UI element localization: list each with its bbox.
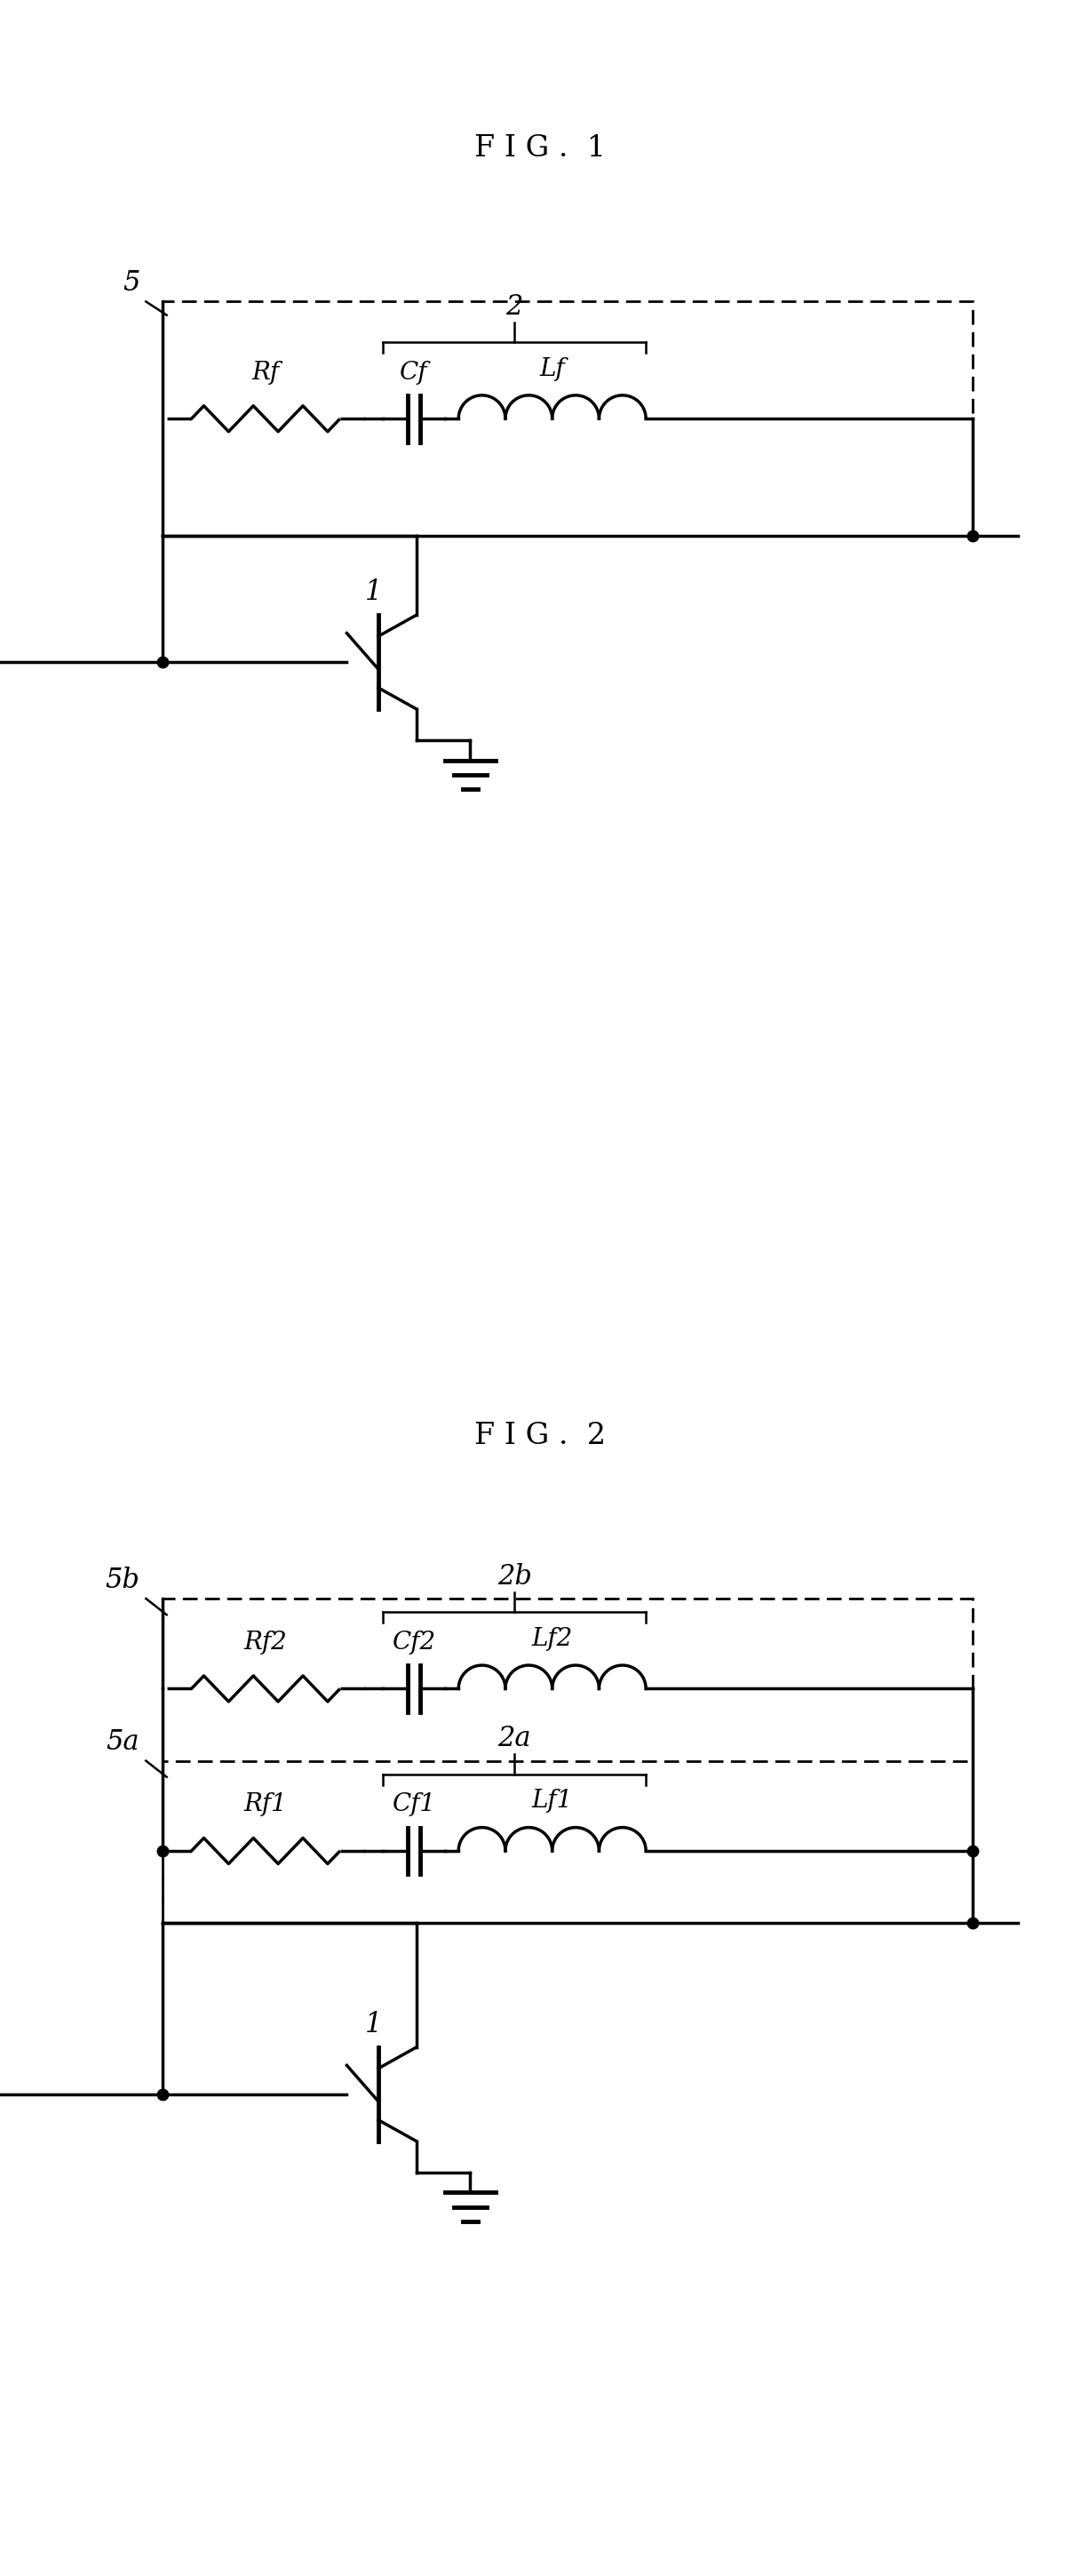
Text: Lf: Lf [539, 358, 565, 381]
Text: Lf2: Lf2 [532, 1628, 573, 1651]
Text: Rf: Rf [252, 361, 280, 384]
Text: 2b: 2b [497, 1564, 532, 1589]
Text: 5a: 5a [106, 1728, 139, 1757]
Text: Rf2: Rf2 [244, 1631, 288, 1654]
Text: 5: 5 [122, 270, 139, 296]
Bar [162, 301, 973, 536]
Text: Lf1: Lf1 [532, 1790, 573, 1814]
Text: Cf: Cf [400, 361, 428, 384]
Text: 5b: 5b [105, 1566, 139, 1595]
Text: F I G .  2: F I G . 2 [475, 1422, 606, 1450]
Text: 1: 1 [365, 580, 383, 605]
Bar [162, 1762, 973, 1924]
Text: Rf1: Rf1 [244, 1793, 288, 1816]
Bar [162, 1600, 973, 1924]
Text: 1: 1 [365, 2012, 383, 2038]
Text: Cf2: Cf2 [392, 1631, 436, 1654]
Text: Cf1: Cf1 [392, 1793, 436, 1816]
Text: 2: 2 [506, 294, 523, 319]
Text: F I G .  1: F I G . 1 [475, 134, 606, 162]
Text: 2a: 2a [497, 1726, 531, 1752]
